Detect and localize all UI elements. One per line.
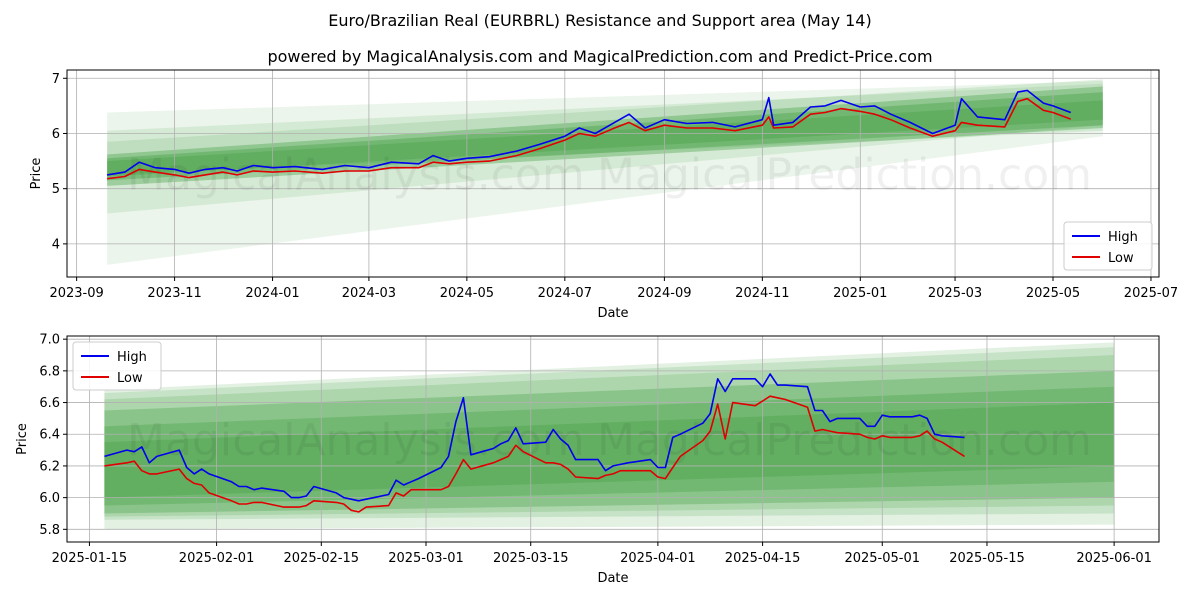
band-4 <box>104 386 1115 506</box>
x-tick-label: 2025-03-15 <box>493 551 569 566</box>
band-2 <box>104 355 1115 517</box>
x-tick-label: 2023-11 <box>147 286 201 301</box>
x-tick-label: 2024-01 <box>245 286 299 301</box>
legend-label-low: Low <box>1108 251 1134 266</box>
x-axis-label: Date <box>597 571 628 586</box>
legend-label-low: Low <box>117 371 143 386</box>
x-tick-label: 2024-07 <box>538 286 592 301</box>
y-tick-label: 6.0 <box>39 491 60 506</box>
series-low-line <box>107 97 1071 180</box>
x-tick-label: 2025-02-01 <box>179 551 255 566</box>
y-tick-label: 6.8 <box>39 364 60 379</box>
series-lines <box>104 373 965 513</box>
watermark: MagicalAnalysis.com <box>127 150 585 201</box>
x-tick-label: 2025-04-15 <box>725 551 801 566</box>
chart-subtitle: powered by MagicalAnalysis.com and Magic… <box>267 47 932 66</box>
axes-frame <box>66 335 1160 543</box>
y-tick-label: 6.4 <box>39 428 60 443</box>
band-3 <box>104 370 1115 514</box>
lower-chart: 2025-01-15 2025-02-01 2025-02-15 2025-03-01… <box>15 333 1160 586</box>
chart-title: Euro/Brazilian Real (EURBRL) Resistance … <box>328 11 871 30</box>
support-resistance-bands <box>107 79 1103 265</box>
y-tick-label: 5 <box>52 182 60 197</box>
x-tick-label: 2025-01-15 <box>52 551 128 566</box>
band-1 <box>107 83 1103 214</box>
x-tick-label: 2025-03 <box>928 286 982 301</box>
y-tick-label: 5.8 <box>39 523 60 538</box>
y-tick-label: 7 <box>52 72 60 87</box>
legend-label-high: High <box>1108 230 1138 245</box>
x-tick-label: 2025-01 <box>833 286 887 301</box>
watermark: MagicalPrediction.com <box>597 150 1092 201</box>
x-tick-label: 2025-05 <box>1026 286 1080 301</box>
y-axis-label: Price <box>15 423 30 455</box>
y-tick-label: 6 <box>52 127 60 142</box>
y-tick-label: 7.0 <box>39 333 60 348</box>
series-high-line <box>106 89 1071 176</box>
y-axis-label: Price <box>29 158 44 190</box>
y-tick-label: 6.2 <box>39 459 60 474</box>
y-tick-label: 4 <box>52 237 60 252</box>
x-tick-label: 2023-09 <box>49 286 103 301</box>
band-5 <box>104 402 1115 498</box>
x-tick-label: 2025-07 <box>1124 286 1178 301</box>
band-3 <box>107 86 1103 186</box>
series-low-line <box>104 395 965 513</box>
x-tick-label: 2025-05-15 <box>949 551 1025 566</box>
support-resistance-bands <box>104 342 1115 530</box>
series-high-line <box>104 373 965 502</box>
x-tick-label: 2024-09 <box>637 286 691 301</box>
watermark: MagicalAnalysis.com <box>127 415 585 466</box>
x-tick-label: 2025-02-15 <box>284 551 360 566</box>
y-tick-label: 6.6 <box>39 396 60 411</box>
x-tick-label: 2025-05-01 <box>844 551 920 566</box>
band-1 <box>104 347 1115 520</box>
upper-chart: 2023-09 2023-11 2024-01 2024-03 2024-05 2024-… <box>29 69 1178 321</box>
x-tick-label: 2024-05 <box>440 286 494 301</box>
axes-frame <box>66 69 1160 278</box>
x-tick-label: 2024-11 <box>735 286 789 301</box>
x-tick-label: 2025-03-01 <box>388 551 464 566</box>
legend: High Low <box>1063 221 1153 271</box>
x-tick-label: 2025-04-01 <box>620 551 696 566</box>
legend-label-high: High <box>117 350 147 365</box>
band-2 <box>107 81 1103 265</box>
series-lines <box>106 89 1071 180</box>
legend: High Low <box>72 341 162 391</box>
band-0 <box>104 342 1115 530</box>
band-4 <box>107 92 1103 181</box>
band-5 <box>107 100 1103 177</box>
x-tick-label: 2024-03 <box>342 286 396 301</box>
x-axis-label: Date <box>597 306 628 321</box>
x-tick-label: 2025-06-01 <box>1076 551 1152 566</box>
